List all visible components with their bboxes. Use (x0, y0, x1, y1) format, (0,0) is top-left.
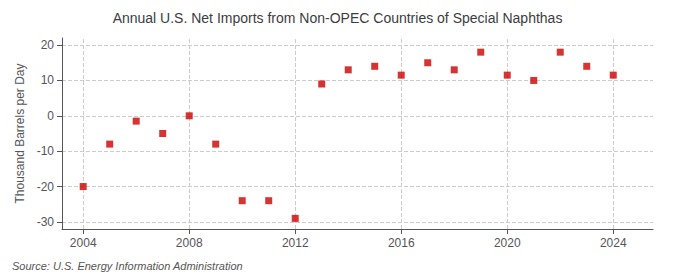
svg-text:2020: 2020 (494, 236, 521, 250)
svg-text:2016: 2016 (388, 236, 415, 250)
svg-text:20: 20 (41, 38, 55, 52)
svg-text:0: 0 (47, 109, 54, 123)
svg-text:Thousand Barrels per Day: Thousand Barrels per Day (13, 63, 27, 203)
svg-text:2004: 2004 (70, 236, 97, 250)
svg-text:2008: 2008 (176, 236, 203, 250)
svg-text:Annual U.S. Net Imports from N: Annual U.S. Net Imports from Non-OPEC Co… (113, 10, 563, 26)
svg-text:10: 10 (41, 73, 55, 87)
svg-text:2024: 2024 (600, 236, 627, 250)
svg-text:Source: U.S. Energy Informatio: Source: U.S. Energy Information Administ… (12, 260, 243, 272)
svg-text:2012: 2012 (282, 236, 309, 250)
svg-text:-10: -10 (37, 144, 55, 158)
svg-text:-20: -20 (37, 180, 55, 194)
svg-text:-30: -30 (37, 215, 55, 229)
